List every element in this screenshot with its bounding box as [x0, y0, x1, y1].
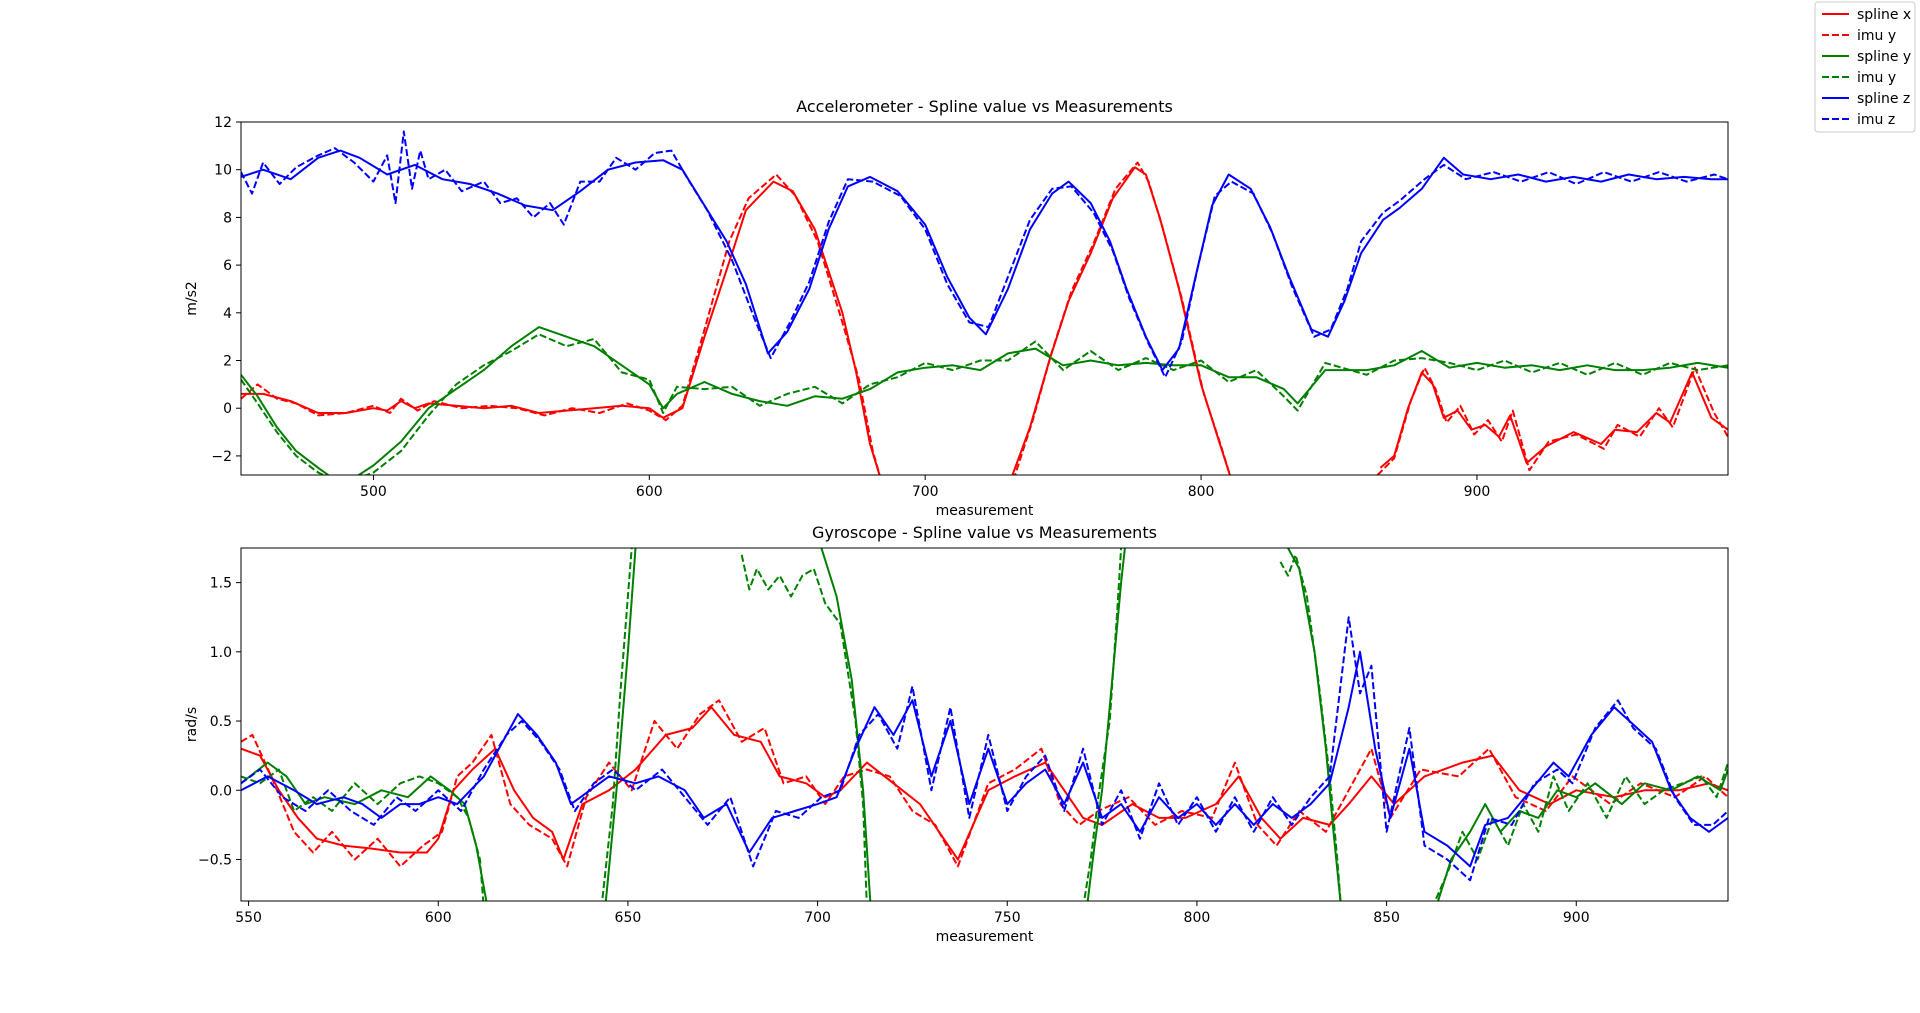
- x-tick-label: 900: [1563, 910, 1590, 926]
- series-line: [241, 616, 1728, 882]
- plot-area: [241, 548, 1728, 901]
- legend-box: [1814, 1, 1916, 133]
- y-axis-label: rad/s: [184, 707, 200, 742]
- series-line: [740, 554, 868, 901]
- y-tick-label: 10: [214, 163, 232, 179]
- series-line: [1083, 548, 1123, 901]
- y-tick-label: 4: [223, 306, 232, 322]
- x-tick-label: 800: [1188, 484, 1215, 500]
- axes-frame: [240, 121, 1729, 476]
- series-line: [241, 706, 1728, 861]
- series-line: [241, 173, 881, 475]
- series-line: [241, 768, 485, 901]
- x-axis-label: measurement: [936, 929, 1034, 945]
- x-tick-label: 750: [994, 910, 1021, 926]
- chart-title: Gyroscope - Spline value vs Measurements: [812, 523, 1157, 542]
- series-line: [601, 548, 633, 901]
- x-tick-label: 500: [360, 484, 387, 500]
- series-line: [1014, 161, 1231, 475]
- y-tick-label: 1.5: [210, 576, 232, 592]
- legend: spline x imu y spline y imu y spline z imu z: [1814, 1, 1916, 133]
- series-line: [820, 548, 872, 901]
- x-tick-label: 800: [1184, 910, 1211, 926]
- series-line: [604, 548, 637, 901]
- series-line: [241, 379, 327, 475]
- legend-label: spline z: [1857, 91, 1910, 107]
- panel-accelerometer: 500 600 700 800 900 −2 0 2 4 6 8 10 12 Accelerometer …: [184, 97, 1729, 519]
- x-tick-label: 700: [804, 910, 831, 926]
- y-tick-label: 2: [223, 354, 232, 370]
- y-tick-label: −0.5: [198, 852, 232, 868]
- legend-label: imu y: [1857, 70, 1896, 86]
- y-axis-label: m/s2: [184, 281, 200, 316]
- x-tick-label: 850: [1373, 910, 1400, 926]
- y-tick-label: 0.5: [210, 714, 232, 730]
- x-tick-label: 550: [235, 910, 262, 926]
- x-tick-label: 900: [1464, 484, 1491, 500]
- legend-label: spline y: [1857, 49, 1911, 65]
- series-line: [241, 699, 1728, 868]
- series-line: [1279, 553, 1342, 901]
- legend-label: imu y: [1857, 28, 1896, 44]
- y-tick-label: 8: [223, 210, 232, 226]
- series-line: [1376, 366, 1728, 475]
- y-tick-label: 0.0: [210, 783, 232, 799]
- plot-area: [241, 130, 1728, 475]
- x-tick-label: 650: [615, 910, 642, 926]
- series-line: [241, 374, 330, 475]
- axes-frame: [240, 547, 1729, 902]
- x-tick-label: 600: [636, 484, 663, 500]
- series-line: [1437, 769, 1728, 901]
- legend-label: spline x: [1857, 7, 1911, 23]
- x-tick-label: 700: [912, 484, 939, 500]
- chart-title: Accelerometer - Spline value vs Measurem…: [796, 97, 1173, 116]
- panel-gyroscope: 550 600 650 700 750 800 850 900 −0.5 0.0 0.5 1.0 1.5…: [184, 523, 1729, 945]
- y-tick-label: 12: [214, 115, 232, 131]
- series-line: [1379, 371, 1728, 469]
- y-tick-label: −2: [211, 449, 232, 465]
- y-tick-label: 0: [223, 401, 232, 417]
- y-tick-label: 1.0: [210, 645, 232, 661]
- series-line: [241, 149, 1728, 372]
- x-tick-label: 600: [425, 910, 452, 926]
- series-line: [1434, 762, 1728, 901]
- y-tick-label: 6: [223, 258, 232, 274]
- x-axis-label: measurement: [936, 503, 1034, 519]
- series-line: [364, 333, 1728, 475]
- legend-label: imu z: [1857, 112, 1895, 128]
